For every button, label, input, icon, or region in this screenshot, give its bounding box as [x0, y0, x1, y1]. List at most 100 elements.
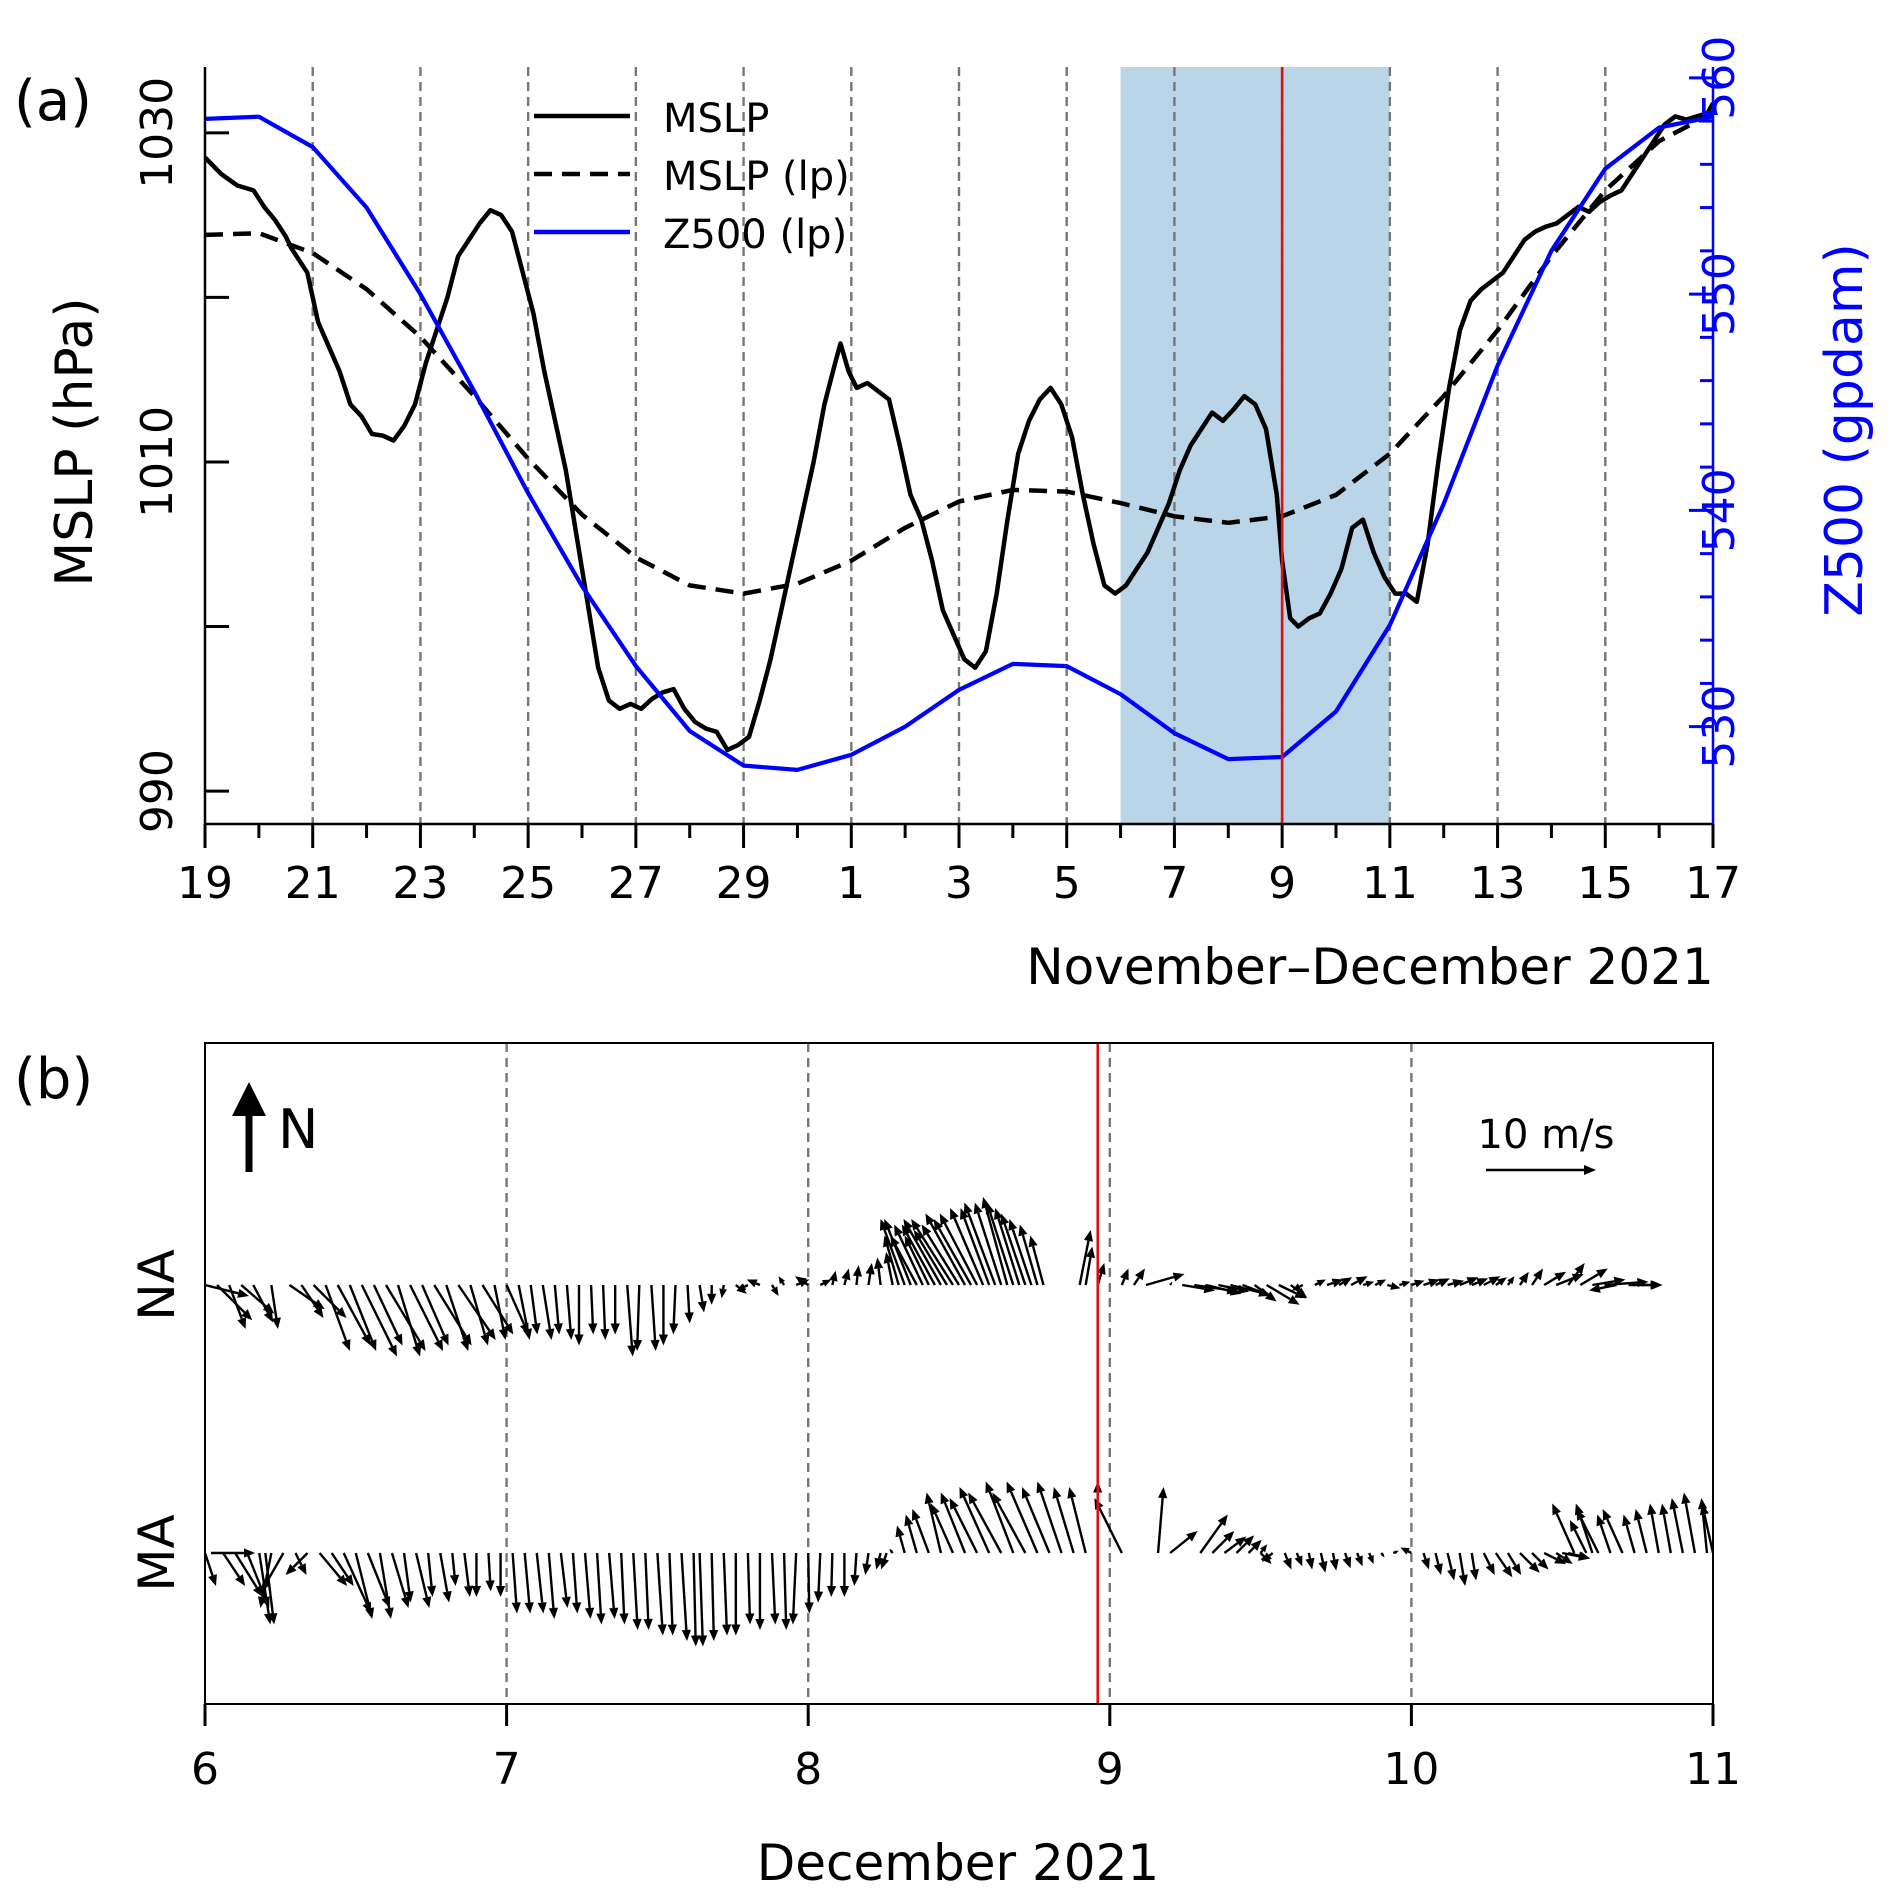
- wind-vector-ma: [1602, 1509, 1624, 1554]
- wind-vector-na-shaft: [877, 1268, 882, 1286]
- wind-vector-ma-shaft: [1434, 1552, 1440, 1565]
- wind-vector-ma-head: [880, 1557, 889, 1570]
- wind-vector-na-head: [865, 1263, 875, 1275]
- wind-vector-ma: [1067, 1487, 1087, 1554]
- wind-vector-ma-head: [1294, 1555, 1303, 1567]
- wind-vector-na-shaft: [1181, 1283, 1205, 1290]
- wind-vector-na-shaft: [553, 1284, 560, 1324]
- wind-vector-na-shaft: [1298, 1283, 1304, 1288]
- wind-vector-ma-head: [1234, 1536, 1247, 1547]
- wind-vector-ma: [1211, 1531, 1235, 1554]
- wind-vector-ma: [708, 1552, 719, 1641]
- wind-vector-ma-shaft: [1268, 1552, 1274, 1557]
- wind-vector-ma-head: [1282, 1557, 1292, 1570]
- wind-vector-ma: [463, 1552, 474, 1597]
- wind-vector-na: [1314, 1279, 1326, 1287]
- wind-vector-na: [1008, 1219, 1033, 1286]
- wind-vector-ma: [1367, 1552, 1374, 1564]
- wind-vector-ma: [895, 1525, 906, 1554]
- row-label-na: NA: [128, 1249, 186, 1321]
- wind-vector-na: [493, 1284, 508, 1340]
- wind-vector-na-head: [874, 1257, 884, 1269]
- wind-vector-na: [1423, 1278, 1440, 1288]
- wind-vector-ma: [205, 1552, 217, 1586]
- wind-vector-na-shaft: [396, 1284, 418, 1347]
- wind-vector-na-shaft: [1350, 1280, 1359, 1287]
- wind-vector-na: [1506, 1276, 1515, 1286]
- wind-vector-ma-shaft: [943, 1502, 967, 1554]
- wind-vector-na: [1567, 1263, 1585, 1286]
- wind-vector-na-head: [1428, 1278, 1440, 1288]
- wind-vector-na-head: [697, 1300, 707, 1313]
- series-line-z500-lp: [205, 114, 1713, 772]
- wind-vector-ma: [1052, 1487, 1075, 1554]
- wind-vector-na-head: [684, 1312, 694, 1324]
- wind-vector-ma-shaft: [1259, 1552, 1265, 1558]
- wind-vector-ma-head: [788, 1613, 798, 1625]
- x-tick-label: 9: [1268, 858, 1296, 909]
- speed-scale: 10 m/s: [1478, 1112, 1614, 1176]
- wind-vector-na-head: [439, 1333, 449, 1346]
- wind-vector-ma-shaft: [680, 1552, 688, 1631]
- wind-vector-na-head: [1588, 1283, 1601, 1293]
- wind-vector-ma-shaft: [1025, 1496, 1051, 1554]
- wind-vector-ma-shaft: [426, 1552, 433, 1587]
- wind-vector-na-shaft: [445, 1284, 466, 1341]
- wind-vector-ma: [643, 1552, 653, 1630]
- x-tick-label: 15: [1577, 858, 1633, 909]
- wind-vector-ma-shaft: [865, 1552, 870, 1565]
- wind-vector-ma-head: [1447, 1568, 1457, 1581]
- wind-vector-na: [1435, 1278, 1450, 1288]
- wind-vector-ma: [1294, 1552, 1303, 1567]
- wind-vector-ma: [1421, 1552, 1430, 1570]
- wind-vector-na-head: [1452, 1278, 1465, 1288]
- wind-vector-na-head: [1028, 1235, 1038, 1248]
- wind-vector-na: [874, 1257, 884, 1286]
- wind-vector-ma-head: [708, 1629, 719, 1641]
- wind-vector-ma-shaft: [972, 1501, 1003, 1554]
- wind-vector-ma: [632, 1552, 642, 1630]
- wind-vector-ma: [1282, 1552, 1292, 1570]
- y-right-tick-label: 560: [1694, 36, 1745, 120]
- wind-vector-na: [469, 1284, 490, 1346]
- wind-vector-na: [904, 1235, 930, 1286]
- x-axis-a-label: November–December 2021: [1026, 938, 1714, 996]
- wind-vector-na: [894, 1224, 924, 1286]
- wind-vector-ma: [318, 1552, 348, 1586]
- wind-vector-na: [829, 1270, 838, 1286]
- speed-scale-arrow: [1486, 1164, 1596, 1176]
- wind-vector-na: [1253, 1284, 1277, 1302]
- wind-vector-ma: [1506, 1552, 1522, 1575]
- wind-vector-ma-head: [1006, 1481, 1016, 1494]
- wind-vector-ma: [485, 1552, 495, 1592]
- y-left-tick-label: 1010: [132, 406, 183, 518]
- wind-vector-na-head: [434, 1339, 444, 1351]
- wind-vector-na-head: [1120, 1268, 1129, 1281]
- wind-vector-ma: [1647, 1503, 1660, 1554]
- wind-vector-ma-head: [235, 1574, 246, 1586]
- wind-vector-na-shaft: [517, 1284, 529, 1330]
- x-tick-label: 8: [794, 1744, 822, 1795]
- wind-vector-na: [1483, 1276, 1501, 1287]
- wind-vector-ma-shaft: [632, 1552, 639, 1620]
- wind-vector-na-head: [237, 1288, 249, 1298]
- wind-vector-ma-head: [1560, 1554, 1573, 1564]
- wind-vector-na-head: [1496, 1277, 1507, 1286]
- wind-vector-ma: [1169, 1531, 1198, 1554]
- wind-vector-na-shaft: [698, 1284, 704, 1302]
- panel-b: (b) 6 7 8 9 10 11 December 2021 NA MA N 10 m/s: [14, 1042, 1741, 1892]
- wind-vector-na: [1543, 1271, 1567, 1287]
- wind-vector-na-head: [393, 1333, 403, 1346]
- wind-vector-na-shaft: [1555, 1276, 1574, 1287]
- wind-vector-na-head: [1574, 1263, 1585, 1275]
- x-tick-label: 17: [1685, 858, 1741, 909]
- wind-vector-ma-shaft: [1531, 1552, 1542, 1563]
- wind-vector-na-head: [1295, 1287, 1308, 1299]
- wind-vector-na-head: [565, 1328, 576, 1340]
- wind-vector-na-shaft: [989, 1212, 1015, 1286]
- wind-vector-na-head: [963, 1202, 973, 1215]
- wind-vector-na: [901, 1224, 936, 1286]
- wind-vector-ma-head: [1596, 1514, 1606, 1527]
- wind-vector-ma: [1199, 1514, 1228, 1554]
- wind-vector-na-shaft: [1592, 1280, 1615, 1287]
